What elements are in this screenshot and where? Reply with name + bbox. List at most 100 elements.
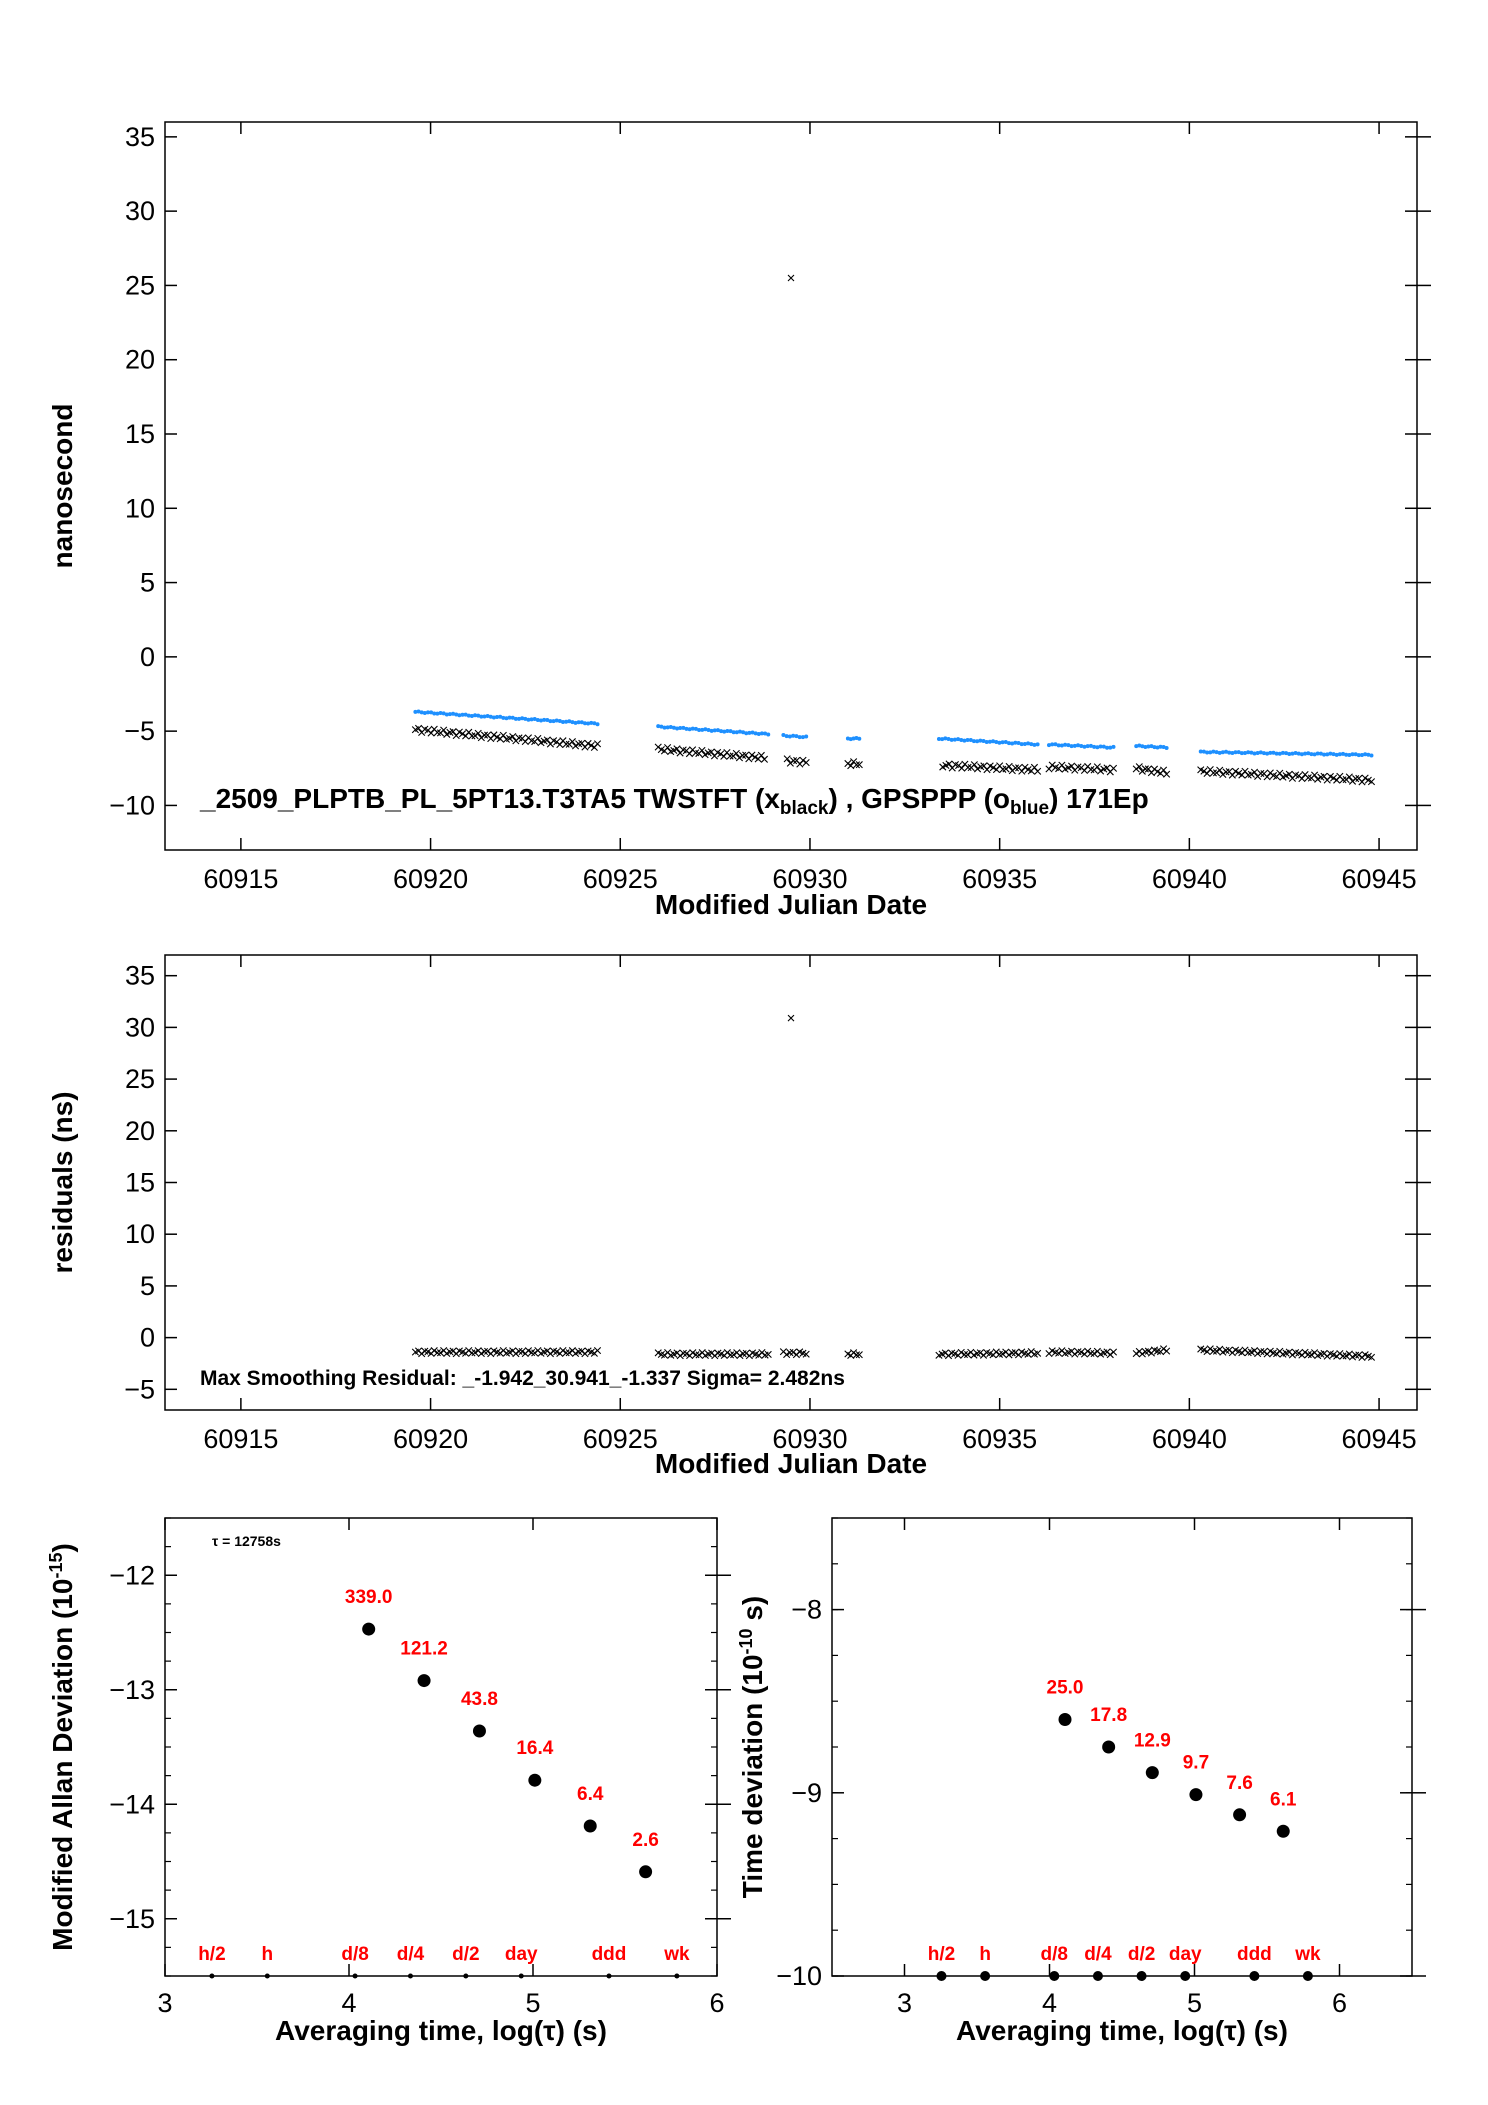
gpsppp-point <box>991 739 996 744</box>
gpsppp-point <box>734 730 739 735</box>
interval-marker <box>518 1973 524 1979</box>
twstft-point <box>562 740 570 748</box>
twstft-point <box>1084 1347 1092 1355</box>
twstft-point <box>1090 1349 1098 1358</box>
gpsppp-point <box>1211 749 1216 754</box>
gpsppp-point <box>1315 751 1320 756</box>
gpsppp-point <box>1056 743 1061 748</box>
twstft-point <box>1231 767 1240 775</box>
x-tick-label: 60925 <box>583 1424 658 1454</box>
gpsppp-point <box>1274 751 1279 756</box>
gpsppp-point <box>535 718 540 723</box>
interval-marker <box>1302 1971 1313 1981</box>
twstft-point <box>1093 763 1101 771</box>
twstft-point <box>1097 767 1105 775</box>
twstft-point <box>1163 1347 1171 1355</box>
twstft-point <box>973 765 982 773</box>
twstft-point <box>515 1347 523 1355</box>
twstft-point <box>1288 1351 1297 1359</box>
gpsppp-point <box>1287 752 1292 757</box>
gpsppp-point <box>413 709 418 714</box>
twstft-point <box>480 1347 489 1356</box>
y-tick-label: −15 <box>109 1904 155 1934</box>
y-tick-label: −9 <box>791 1778 822 1808</box>
gpsppp-point <box>1227 750 1232 755</box>
y-axis-title: residuals (ns) <box>47 1091 78 1273</box>
y-tick-label: 25 <box>125 270 155 300</box>
twstft-point <box>1109 764 1118 772</box>
tau-note: τ = 12758s <box>212 1533 281 1549</box>
gpsppp-point <box>1076 743 1081 748</box>
twstft-point <box>1034 767 1042 775</box>
gpsppp-point <box>592 721 597 726</box>
twstft-point <box>847 762 855 770</box>
twstft-point <box>732 749 740 758</box>
gpsppp-point <box>425 710 430 715</box>
interval-label: ddd <box>1237 1944 1272 1965</box>
x-axis-title: Modified Julian Date <box>655 1448 927 1479</box>
gpsppp-point <box>794 734 799 739</box>
ylabel-exponent: -10 <box>736 1628 756 1654</box>
gpsppp-point <box>579 720 584 725</box>
gpsppp-point <box>1092 744 1097 749</box>
twstft-point <box>783 755 791 763</box>
twstft-point <box>673 745 681 753</box>
interval-marker <box>463 1973 469 1979</box>
y-tick-label: −12 <box>109 1560 155 1590</box>
twstft-point <box>726 752 734 760</box>
gpsppp-point <box>962 738 967 743</box>
gpsppp-point <box>1325 752 1330 757</box>
twstft-point <box>568 738 576 746</box>
data-marks <box>411 274 1376 786</box>
gpsppp-point <box>763 731 768 736</box>
gpsppp-point <box>703 727 708 732</box>
gpsppp-point <box>1344 752 1349 757</box>
gpsppp-point <box>441 711 446 716</box>
gpsppp-point <box>513 716 518 721</box>
deviation-point <box>1102 1740 1116 1754</box>
twstft-point <box>1209 769 1217 777</box>
twstft-point <box>1285 770 1293 778</box>
interval-label: day <box>1169 1944 1202 1965</box>
twstft-point <box>945 760 953 768</box>
x-tick-label: 3 <box>897 1988 912 2018</box>
gpsppp-point <box>1063 742 1068 747</box>
x-tick-label: 6 <box>1332 1988 1347 2018</box>
allan-deviation-chart: 3 4 5 6 −12 −13 −14 −15 339.0 121.2 43.8 16.4 6.4 2.… <box>46 1517 731 2046</box>
twstft-point <box>414 724 423 732</box>
twstft-point <box>1361 774 1369 782</box>
gpsppp-point <box>1341 751 1346 756</box>
gpsppp-point <box>1277 751 1282 756</box>
gpsppp-point <box>681 725 686 730</box>
gpsppp-point <box>1111 744 1116 749</box>
twstft-point <box>534 734 542 743</box>
interval-marker <box>980 1971 991 1981</box>
deviation-point <box>528 1773 542 1787</box>
twstft-point <box>1307 1351 1315 1359</box>
twstft-point <box>992 1348 1000 1356</box>
twstft-point <box>512 1350 520 1358</box>
x-tick-label: 60945 <box>1342 1424 1417 1454</box>
plot-frame <box>164 954 1418 1411</box>
twstft-point <box>707 748 715 756</box>
twstft-point <box>855 1351 863 1359</box>
y-tick-label: 15 <box>125 419 155 449</box>
gpsppp-point <box>1146 744 1151 749</box>
gpsppp-point <box>1059 743 1064 748</box>
interval-label: h/2 <box>198 1944 225 1965</box>
y-axis-title: Modified Allan Deviation (10-15) <box>46 1543 78 1951</box>
twstft-point <box>735 754 744 762</box>
point-value-label: 2.6 <box>632 1830 658 1851</box>
gpsppp-point <box>1290 751 1295 756</box>
gpsppp-point <box>656 724 661 729</box>
y-tick-label: 30 <box>125 1012 155 1042</box>
gpsppp-point <box>1143 745 1148 750</box>
data-marks: 25.0 17.8 12.9 9.7 7.6 6.1 h/2 h d/8 d/4 d/2 day ddd… <box>928 1678 1321 1981</box>
twstft-point <box>1222 1346 1230 1355</box>
twstft-point <box>726 1351 735 1359</box>
twstft-point <box>1034 1349 1042 1357</box>
twstft-point <box>1345 773 1353 781</box>
ylabel-end: ) <box>47 1543 78 1552</box>
x-tick-label: 5 <box>525 1988 540 2018</box>
twstft-point <box>1132 1349 1140 1358</box>
